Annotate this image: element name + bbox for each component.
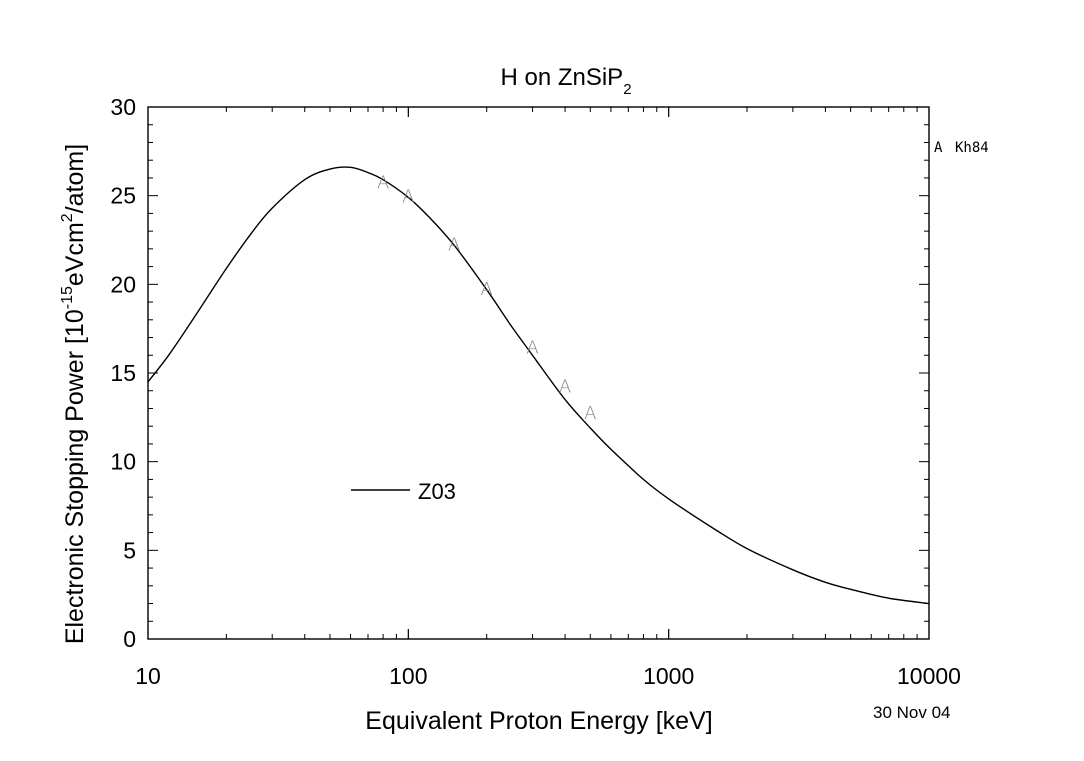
kh84-point: A bbox=[448, 235, 460, 256]
x-tick-label: 100 bbox=[389, 663, 427, 689]
y-axis: 0 5 10 15 20 25 30 bbox=[110, 94, 929, 652]
kh84-point: A bbox=[584, 403, 596, 424]
y-tick-label: 15 bbox=[110, 360, 136, 386]
y-axis-label: Electronic Stopping Power [10-15eVcm2/at… bbox=[59, 144, 89, 644]
legend-z03-label: Z03 bbox=[418, 479, 456, 504]
y-tick-label: 0 bbox=[123, 626, 136, 652]
x-tick-label: 10000 bbox=[897, 663, 961, 689]
x-tick-label: 1000 bbox=[643, 663, 694, 689]
date-stamp: 30 Nov 04 bbox=[873, 703, 951, 722]
series-layer bbox=[147, 166, 930, 605]
y-tick-label: 10 bbox=[110, 449, 136, 475]
y-tick-label: 20 bbox=[110, 271, 136, 297]
plot-frame bbox=[147, 106, 930, 640]
kh84-point: A bbox=[559, 376, 571, 397]
chart-title: H on ZnSiP2 bbox=[500, 64, 631, 98]
kh84-point: A bbox=[526, 337, 538, 358]
x-tick-label: 10 bbox=[135, 663, 161, 689]
x-axis: 10 100 1000 10000 bbox=[135, 107, 961, 689]
series-z03-line bbox=[147, 166, 930, 605]
x-axis-label: Equivalent Proton Energy [keV] bbox=[365, 707, 712, 735]
y-tick-label: 25 bbox=[110, 183, 136, 209]
legend-kh84-label: Kh84 bbox=[955, 140, 989, 156]
kh84-point: A bbox=[377, 172, 389, 193]
y-tick-label: 5 bbox=[123, 537, 136, 563]
plot-border bbox=[147, 106, 930, 640]
kh84-point: A bbox=[402, 187, 414, 208]
kh84-point: A bbox=[481, 279, 493, 300]
y-tick-label: 30 bbox=[110, 94, 136, 120]
legend-kh84-marker: A bbox=[934, 140, 943, 156]
legend-kh84: A Kh84 bbox=[934, 140, 989, 156]
legend-z03: Z03 bbox=[351, 479, 456, 504]
